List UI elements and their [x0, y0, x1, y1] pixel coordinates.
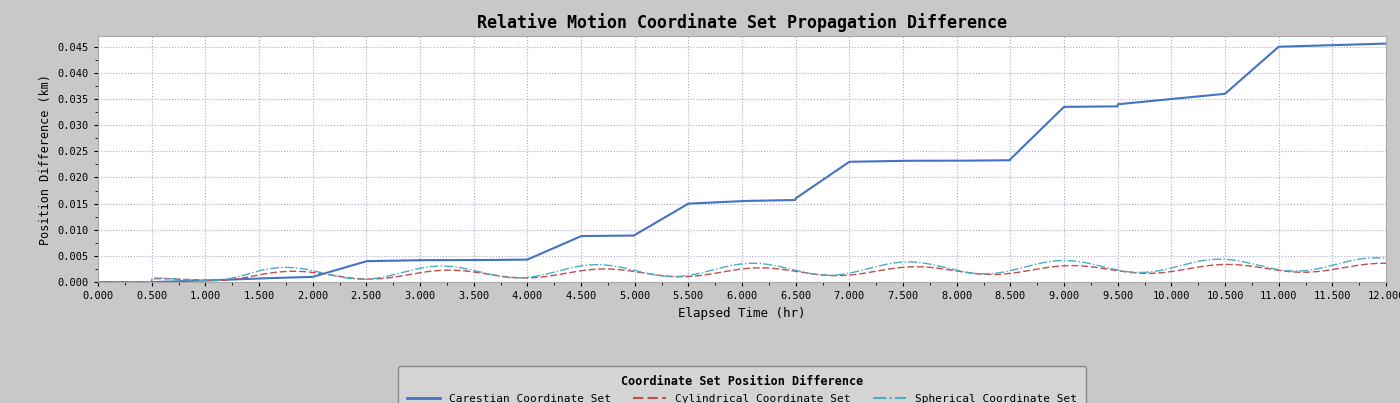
Cylindrical Coordinate Set — [1375, 261, 1392, 266]
Cylindrical Coordinate Set — [90, 280, 106, 285]
Carestian Coordinate Set — [1340, 42, 1357, 47]
Spherical Coordinate Set — [1103, 266, 1120, 271]
Spherical Coordinate Set — [90, 280, 106, 285]
Carestian Coordinate Set — [682, 201, 699, 206]
Spherical Coordinate Set — [715, 265, 732, 270]
Line: Cylindrical Coordinate Set: Cylindrical Coordinate Set — [98, 263, 1386, 282]
Spherical Coordinate Set — [682, 273, 699, 278]
Cylindrical Coordinate Set — [155, 276, 172, 281]
Spherical Coordinate Set — [1368, 256, 1385, 260]
Cylindrical Coordinate Set — [1378, 261, 1394, 266]
Spherical Coordinate Set — [1340, 259, 1357, 264]
Legend: Carestian Coordinate Set, Cylindrical Coordinate Set, Spherical Coordinate Set: Carestian Coordinate Set, Cylindrical Co… — [398, 366, 1086, 403]
Carestian Coordinate Set — [90, 280, 106, 285]
Line: Carestian Coordinate Set: Carestian Coordinate Set — [98, 44, 1386, 282]
Title: Relative Motion Coordinate Set Propagation Difference: Relative Motion Coordinate Set Propagati… — [477, 13, 1007, 32]
Cylindrical Coordinate Set — [715, 269, 732, 274]
Carestian Coordinate Set — [715, 199, 732, 204]
Spherical Coordinate Set — [1340, 259, 1357, 264]
Spherical Coordinate Set — [1378, 256, 1394, 261]
X-axis label: Elapsed Time (hr): Elapsed Time (hr) — [678, 307, 806, 320]
Cylindrical Coordinate Set — [1340, 264, 1357, 269]
Carestian Coordinate Set — [155, 279, 172, 284]
Carestian Coordinate Set — [1103, 104, 1120, 109]
Spherical Coordinate Set — [155, 276, 172, 280]
Line: Spherical Coordinate Set: Spherical Coordinate Set — [98, 258, 1386, 282]
Y-axis label: Position Difference (km): Position Difference (km) — [39, 74, 52, 245]
Cylindrical Coordinate Set — [682, 274, 699, 279]
Carestian Coordinate Set — [1340, 42, 1357, 47]
Cylindrical Coordinate Set — [1103, 268, 1120, 272]
Carestian Coordinate Set — [1378, 41, 1394, 46]
Cylindrical Coordinate Set — [1340, 264, 1357, 269]
